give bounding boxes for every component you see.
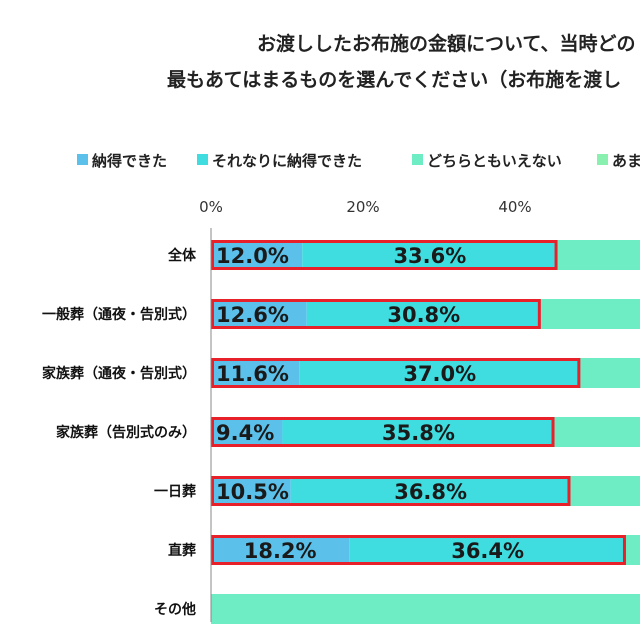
legend-swatch-1 [77, 154, 88, 165]
data-label-1-row-5: 10.5% [216, 480, 289, 504]
category-label-2: 一般葬（通夜・告別式） [42, 306, 196, 323]
legend-swatch-4 [597, 154, 608, 165]
bar-seg-1-row-6 [211, 535, 350, 565]
data-label-1-row-6: 18.2% [244, 539, 317, 563]
bar-seg-3-row-5 [570, 476, 640, 506]
data-label-2-row-5: 36.8% [394, 480, 467, 504]
x-axis-ticks: 0% 20% 40% [199, 198, 532, 216]
bar-seg-1-row-5 [211, 476, 291, 506]
category-label-3: 家族葬（通夜・告別式） [42, 365, 196, 382]
category-label-6: 直葬 [168, 542, 196, 559]
bar-seg-2-row-3 [299, 358, 581, 388]
legend-label-4: あま [612, 152, 640, 170]
bar-seg-3-row-2 [540, 299, 640, 329]
chart-title-line1: お渡ししたお布施の金額について、当時どの [257, 32, 635, 55]
data-label-1-row-4: 9.4% [216, 421, 274, 445]
bars: 12.0% 33.6% 12.6% 30.8% 11.6% 37.0% 9.4% 35.8% 1… [211, 240, 640, 624]
bar-seg-1-row-3 [211, 358, 300, 388]
data-label-1-row-3: 11.6% [216, 362, 289, 386]
data-label-2-row-3: 37.0% [403, 362, 476, 386]
category-label-1: 全体 [167, 247, 197, 264]
legend-label-2: それなりに納得できた [212, 152, 362, 170]
chart-title-line2: 最もあてはまるものを選んでください（お布施を渡し [167, 68, 621, 91]
bar-seg-2-row-1 [302, 240, 558, 270]
legend-label-1: 納得できた [92, 152, 167, 170]
data-label-2-row-1: 33.6% [393, 244, 466, 268]
bar-seg-3-row-7 [211, 594, 640, 624]
bar-seg-1-row-1 [211, 240, 303, 270]
legend-swatch-2 [197, 154, 208, 165]
highlight-box-row-4 [211, 417, 555, 447]
highlight-box-row-6 [211, 535, 626, 565]
bar-seg-1-row-2 [211, 299, 307, 329]
data-label-2-row-2: 30.8% [387, 303, 460, 327]
bar-seg-3-row-4 [554, 417, 640, 447]
category-label-5: 一日葬 [154, 483, 196, 500]
category-label-4: 家族葬（告別式のみ） [56, 424, 196, 441]
data-label-2-row-6: 36.4% [451, 539, 524, 563]
x-tick-label-2: 20% [346, 198, 379, 216]
bar-seg-2-row-6 [349, 535, 626, 565]
bar-seg-3-row-3 [580, 358, 640, 388]
legend-label-3: どちらともいえない [427, 152, 562, 170]
bar-seg-3-row-6 [625, 535, 640, 565]
data-label-2-row-4: 35.8% [382, 421, 455, 445]
bar-seg-2-row-5 [290, 476, 571, 506]
highlight-box-row-2 [211, 299, 541, 329]
category-label-7: その他 [154, 601, 196, 618]
bar-seg-2-row-2 [306, 299, 541, 329]
x-tick-label-1: 0% [199, 198, 223, 216]
bar-seg-1-row-4 [211, 417, 283, 447]
data-label-1-row-1: 12.0% [216, 244, 289, 268]
highlight-box-row-3 [211, 358, 581, 388]
highlight-box-row-5 [211, 476, 571, 506]
bar-seg-3-row-1 [557, 240, 640, 270]
legend-swatch-3 [412, 154, 423, 165]
bar-seg-2-row-4 [282, 417, 555, 447]
x-tick-label-3: 40% [498, 198, 531, 216]
legend: 納得できた それなりに納得できた どちらともいえない あま [77, 152, 640, 170]
highlight-box-row-1 [211, 240, 558, 270]
data-label-1-row-2: 12.6% [216, 303, 289, 327]
